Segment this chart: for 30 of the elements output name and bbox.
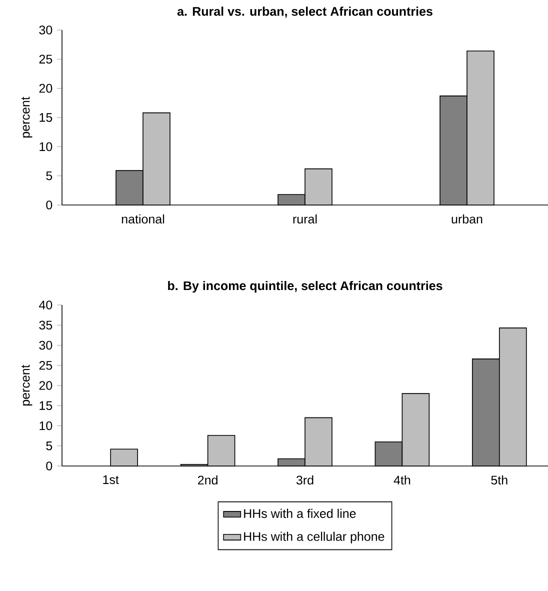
y-tick-label: 25: [39, 360, 52, 370]
y-tick-label: 15: [40, 113, 52, 122]
y-tick-label: 5: [46, 442, 52, 450]
y-tick-label: 0: [46, 462, 52, 470]
y-tick-label: 10: [40, 421, 52, 430]
x-tick-label: 5th: [491, 475, 508, 485]
y-tick-label: 30: [39, 340, 52, 350]
y-tick-label: 15: [40, 401, 52, 410]
y-tick-label: 5: [46, 171, 52, 180]
x-tick-label: urban: [452, 214, 482, 224]
x-tick-label: 4th: [394, 475, 410, 485]
y-tick-label: 10: [40, 142, 52, 152]
y-tick-label: 20: [39, 84, 52, 93]
y-tick-label: 35: [39, 320, 52, 330]
y-axis-title: percent: [22, 364, 32, 406]
chart-title: b. By income quintile, select African countries: [168, 280, 442, 293]
legend-label: HHs with a cellular phone: [244, 532, 384, 544]
x-tick-label: national: [122, 214, 164, 224]
x-tick-label: 3rd: [296, 475, 314, 485]
y-tick-label: 25: [39, 54, 52, 64]
y-tick-label: 30: [39, 26, 52, 34]
legend-label: HHs with a fixed line: [244, 508, 356, 518]
x-tick-label: 2nd: [198, 475, 218, 485]
y-axis-title: percent: [22, 96, 32, 138]
y-tick-label: 0: [46, 200, 52, 210]
chart-title: a. Rural vs. urban, select African countries: [177, 6, 432, 18]
y-tick-label: 20: [39, 381, 52, 390]
y-tick-label: 40: [39, 300, 52, 310]
x-tick-label: 1st: [103, 475, 119, 484]
x-tick-label: rural: [293, 214, 317, 224]
